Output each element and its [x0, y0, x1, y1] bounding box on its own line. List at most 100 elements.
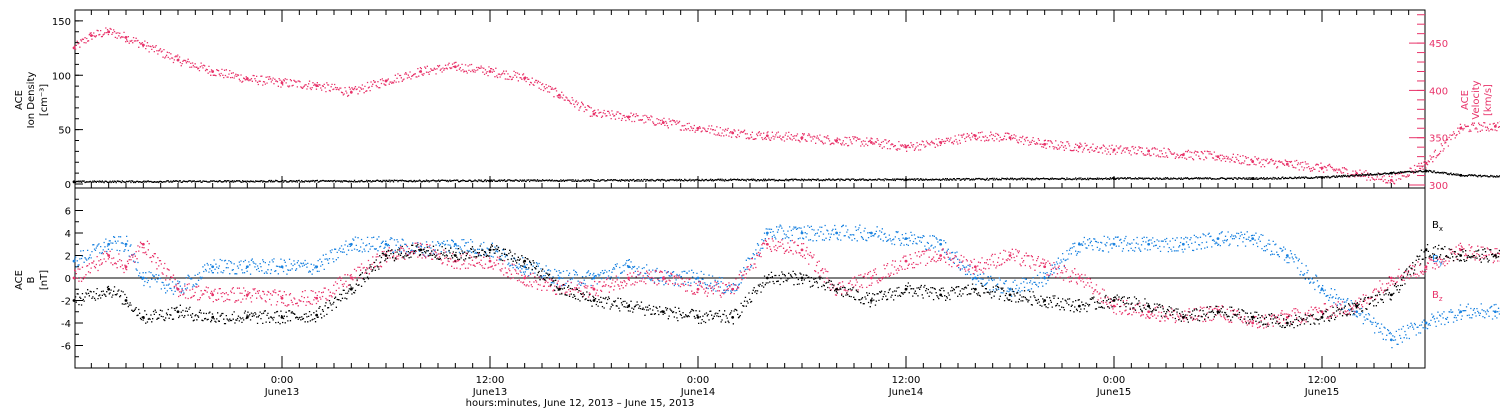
bx-series-point [696, 315, 700, 319]
x-tick-label-date: June13 [264, 387, 300, 398]
bx-series-scatter [74, 243, 1500, 329]
bottom-ylabel-line1: ACE [14, 270, 25, 290]
x-tick-label-date: June14 [680, 387, 716, 398]
x-tick-label-time: 0:00 [1103, 375, 1125, 386]
by-series-point [1285, 254, 1289, 257]
bz-series-point [1147, 310, 1151, 314]
by-series-point [592, 276, 596, 280]
top-ylabel-line1: ACE [14, 90, 25, 110]
bx-series-point [349, 287, 353, 291]
x-tick-label-time: 0:00 [687, 375, 709, 386]
by-series-point [523, 265, 527, 269]
legend-bx: Bx [1432, 220, 1443, 233]
bx-series-point [384, 254, 388, 257]
bottom-ylabel-line2: B [26, 276, 37, 283]
bottom-left-tick-label: 0 [65, 274, 71, 285]
top-right-tick-label: 350 [1429, 134, 1448, 145]
bz-series-point [141, 242, 145, 246]
bz-series-point [939, 254, 943, 257]
bottom-left-tick-label: -6 [61, 342, 71, 353]
top-left-tick-label: 50 [58, 126, 71, 137]
bz-series-point [800, 248, 804, 252]
by-series-point [939, 242, 943, 246]
by-series-point [1251, 237, 1255, 241]
bx-series-point [124, 299, 128, 302]
bottom-left-tick-label: 6 [65, 207, 71, 218]
top-panel-frame [74, 9, 1426, 189]
bottom-left-tick-label: -2 [61, 297, 71, 308]
x-tick-label-time: 12:00 [476, 375, 505, 386]
by-series-point [72, 259, 76, 263]
density-series-scatter [74, 169, 1500, 184]
by-series-point [1147, 242, 1151, 246]
bz-series-point [488, 259, 492, 263]
by-series-point [384, 242, 388, 246]
velocity-series-point [869, 141, 873, 144]
x-tick-label-time: 0:00 [271, 375, 293, 386]
bz-series-point [523, 276, 527, 280]
bz-series-point [1043, 265, 1047, 269]
by-series-point [107, 242, 111, 246]
velocity-series-point [1043, 142, 1047, 146]
by-series-point [1389, 338, 1393, 342]
x-tick-label-date: June13 [472, 387, 508, 398]
bz-series-point [1008, 254, 1012, 257]
bz-series-point [280, 296, 284, 300]
by-series-point [1355, 310, 1359, 314]
velocity-series-point [89, 34, 93, 37]
bx-series-point [1459, 254, 1463, 257]
bz-series-point [1424, 265, 1428, 269]
top-right-ylabel-line1: ACE [1460, 90, 1471, 110]
top-left-tick-label: 0 [65, 180, 71, 191]
by-series-point [1181, 242, 1185, 246]
tick-group: 050100150300350400450-6-4-202460:00June1… [52, 10, 1448, 398]
bz-series-scatter [74, 237, 1500, 329]
top-right-ylabel-line2: Velocity [1471, 80, 1482, 119]
x-tick-label-time: 12:00 [892, 375, 921, 386]
velocity-series-scatter [74, 27, 1500, 185]
velocity-series-point [72, 46, 76, 50]
top-right-tick-label: 450 [1429, 39, 1448, 50]
bz-series-point [245, 293, 249, 297]
bz-series-point [315, 296, 319, 300]
bx-series-point [939, 293, 943, 297]
bz-series-point [72, 276, 76, 280]
top-left-tick-label: 150 [52, 17, 71, 28]
bz-series-point [176, 287, 180, 291]
top-right-ylabel-line3: [km/s] [1483, 84, 1494, 116]
by-series-point [211, 265, 215, 269]
velocity-series-point [765, 134, 769, 138]
top-ylabel-line3: [cm⁻³] [39, 84, 50, 116]
by-series-point [124, 242, 128, 246]
bx-series-point [869, 299, 873, 302]
bottom-left-tick-label: 4 [65, 229, 71, 240]
bz-series-point [1389, 276, 1393, 280]
legend-bz: Bz [1432, 290, 1443, 303]
legend-by: By [1432, 254, 1443, 267]
velocity-series-point [1493, 124, 1497, 128]
bz-series-point [1112, 304, 1116, 308]
by-series-scatter [74, 224, 1500, 349]
bz-series-point [1285, 315, 1289, 319]
by-series-point [1077, 242, 1081, 246]
bottom-left-tick-label: 2 [65, 252, 71, 263]
by-series-point [800, 231, 804, 235]
top-left-tick-label: 100 [52, 71, 71, 82]
bx-series-point [800, 276, 804, 280]
by-series-point [1216, 237, 1220, 241]
bx-series-point [1043, 299, 1047, 302]
bz-series-point [124, 265, 128, 269]
bx-series-point [280, 315, 284, 319]
bx-series-point [1077, 304, 1081, 308]
by-series-point [696, 276, 700, 280]
bz-series-point [211, 293, 215, 297]
bz-series-point [1251, 321, 1255, 325]
by-series-point [765, 231, 769, 235]
top-right-tick-label: 400 [1429, 86, 1448, 97]
bottom-ylabel-line3: [nT] [39, 270, 50, 290]
x-tick-label-date: June14 [888, 387, 924, 398]
x-tick-label-date: June15 [1096, 387, 1132, 398]
velocity-series-point [592, 112, 596, 116]
